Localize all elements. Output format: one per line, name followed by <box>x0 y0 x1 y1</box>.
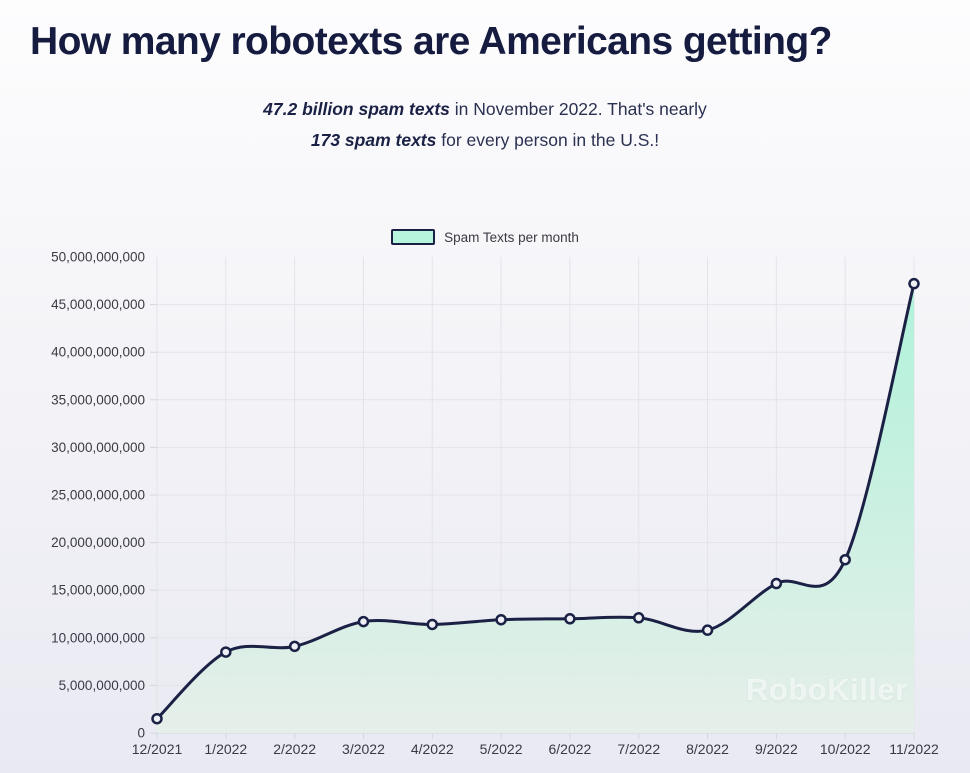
x-axis-tick-label: 12/2021 <box>132 741 183 757</box>
x-axis-tick-label: 4/2022 <box>411 741 454 757</box>
x-axis-tick-label: 6/2022 <box>548 741 591 757</box>
y-axis-tick-label: 5,000,000,000 <box>59 678 145 693</box>
x-axis-tick-label: 1/2022 <box>204 741 247 757</box>
data-point-2-2022[interactable] <box>288 640 301 653</box>
data-point-4-2022[interactable] <box>426 618 439 631</box>
x-axis-tick-label: 8/2022 <box>686 741 729 757</box>
subtitle-line-2-text: for every person in the U.S.! <box>436 130 660 150</box>
legend-item-spam-texts[interactable]: Spam Texts per month <box>0 229 970 245</box>
x-axis-tick-label: 10/2022 <box>820 741 871 757</box>
x-axis-tick-label: 5/2022 <box>480 741 523 757</box>
y-axis-tick-label: 20,000,000,000 <box>51 535 145 550</box>
y-axis-tick-label: 15,000,000,000 <box>51 583 145 598</box>
subtitle-line-1: 47.2 billion spam texts in November 2022… <box>0 94 970 125</box>
x-axis-tick-label: 9/2022 <box>755 741 798 757</box>
data-point-10-2022[interactable] <box>839 553 851 566</box>
data-point-5-2022[interactable] <box>495 613 507 626</box>
data-points <box>151 277 920 725</box>
data-point-11-2022[interactable] <box>908 277 920 290</box>
data-point-9-2022[interactable] <box>770 577 783 590</box>
legend-swatch <box>391 229 436 245</box>
data-point-1-2022[interactable] <box>220 646 232 658</box>
subtitle-stat-per-person: 173 spam texts <box>310 130 437 150</box>
data-point-12-2021[interactable] <box>151 712 163 725</box>
x-axis-labels: 12/2021 1/2022 2/2022 3/2022 4/2022 5/2022 6/2… <box>132 741 939 757</box>
y-axis-tick-label: 45,000,000,000 <box>51 297 145 312</box>
chart-subtitle: 47.2 billion spam texts in November 2022… <box>0 94 970 156</box>
legend-label: Spam Texts per month <box>444 229 579 245</box>
x-axis-tick-label: 2/2022 <box>273 741 316 757</box>
y-axis-labels: 0 5,000,000,000 10,000,000,000 15,000,000,0… <box>51 250 145 741</box>
y-axis-tick-label: 10,000,000,000 <box>51 630 145 645</box>
page-title: How many robotexts are Americans getting… <box>30 20 832 63</box>
subtitle-line-2: 173 spam texts for every person in the U… <box>0 125 970 156</box>
subtitle-stat-billion: 47.2 billion spam texts <box>263 99 450 119</box>
data-point-8-2022[interactable] <box>701 624 714 636</box>
y-axis-tick-label: 40,000,000,000 <box>51 345 145 360</box>
subtitle-line-1-text: in November 2022. That's nearly <box>449 99 707 119</box>
area-fill <box>157 283 914 733</box>
x-axis-tick-label: 11/2022 <box>889 741 939 757</box>
data-point-3-2022[interactable] <box>357 615 370 628</box>
y-axis-tick-label: 30,000,000,000 <box>51 440 145 455</box>
y-axis-tick-label: 35,000,000,000 <box>51 392 145 407</box>
data-point-6-2022[interactable] <box>564 613 576 625</box>
x-axis-tick-label: 7/2022 <box>617 741 660 757</box>
data-point-7-2022[interactable] <box>632 612 645 624</box>
y-axis-tick-label: 50,000,000,000 <box>51 250 145 265</box>
x-axis-tick-label: 3/2022 <box>342 741 385 757</box>
y-axis-tick-label: 0 <box>137 726 145 741</box>
y-axis-tick-label: 25,000,000,000 <box>51 488 145 503</box>
